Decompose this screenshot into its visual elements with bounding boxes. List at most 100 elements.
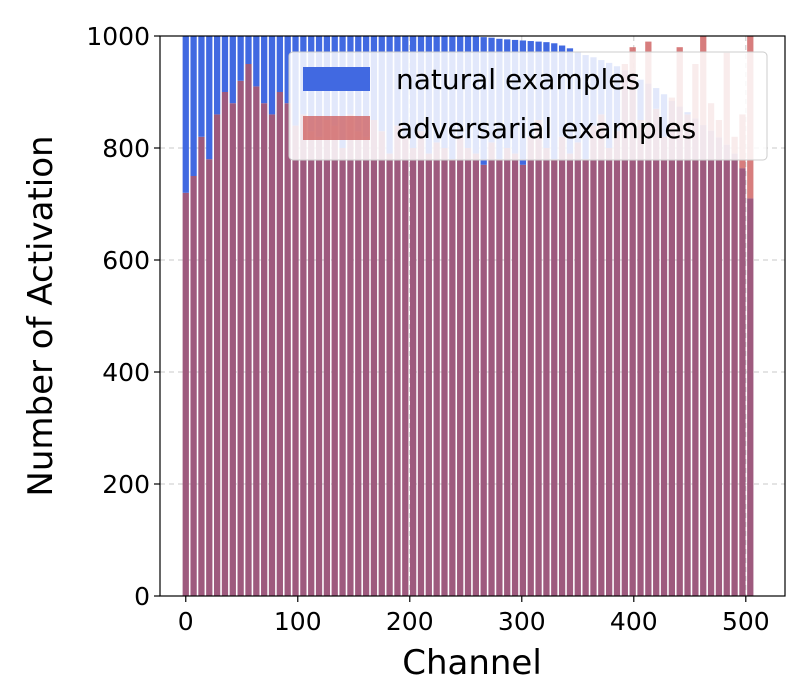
bar-overlap bbox=[668, 100, 676, 597]
bar-overlap bbox=[660, 136, 668, 597]
bar-overlap bbox=[566, 153, 574, 596]
x-tick-label: 400 bbox=[610, 607, 658, 636]
bar-overlap bbox=[292, 125, 299, 596]
bar-overlap bbox=[213, 114, 221, 597]
bar-overlap bbox=[190, 176, 197, 596]
bar-overlap bbox=[519, 164, 527, 597]
x-tick-label: 100 bbox=[274, 607, 322, 636]
bar-overlap bbox=[700, 125, 707, 596]
bar-overlap bbox=[582, 159, 589, 596]
bar-overlap bbox=[441, 148, 448, 596]
bar-overlap bbox=[613, 131, 621, 596]
bar-overlap bbox=[198, 136, 205, 597]
bar-overlap bbox=[535, 120, 542, 596]
bar-overlap bbox=[276, 92, 283, 596]
bar-natural bbox=[182, 36, 189, 193]
bar-natural bbox=[268, 36, 276, 115]
y-axis-title: Number of Activation bbox=[21, 135, 61, 496]
bar-overlap bbox=[182, 192, 189, 597]
bar-overlap bbox=[747, 198, 754, 596]
bar-natural bbox=[190, 36, 197, 176]
y-tick-label: 600 bbox=[102, 246, 150, 275]
bar-overlap bbox=[676, 106, 683, 596]
bar-overlap bbox=[402, 136, 409, 597]
bar-overlap bbox=[410, 148, 417, 596]
bar-overlap bbox=[268, 114, 276, 597]
bar-overlap bbox=[221, 92, 229, 596]
bar-overlap bbox=[590, 125, 597, 596]
x-tick-label: 300 bbox=[498, 607, 546, 636]
bar-overlap bbox=[339, 148, 346, 596]
bar-overlap bbox=[684, 114, 691, 597]
bar-overlap bbox=[472, 153, 479, 596]
bar-overlap bbox=[715, 137, 723, 597]
bar-overlap bbox=[378, 131, 385, 596]
bar-overlap bbox=[331, 125, 338, 596]
bar-overlap bbox=[629, 74, 636, 596]
bar-overlap bbox=[229, 103, 236, 596]
bar-overlap bbox=[347, 114, 354, 597]
bar-overlap bbox=[284, 103, 291, 596]
x-tick-label: 0 bbox=[178, 607, 194, 636]
bar-natural bbox=[206, 36, 213, 160]
bar-overlap bbox=[300, 114, 307, 597]
y-axis-ticks: 0 200 400 600 800 1000 bbox=[86, 22, 160, 611]
bar-overlap bbox=[488, 142, 495, 596]
bar-overlap bbox=[386, 153, 393, 596]
bar-overlap bbox=[370, 120, 378, 596]
bar-natural bbox=[221, 36, 229, 92]
bar-overlap bbox=[511, 153, 519, 596]
bar-overlap bbox=[237, 80, 244, 597]
plot-frame bbox=[159, 35, 786, 597]
bar-overlap bbox=[504, 148, 511, 596]
bar-natural bbox=[253, 36, 260, 87]
y-tick-label: 800 bbox=[102, 134, 150, 163]
bar-overlap bbox=[457, 136, 464, 597]
bar-overlap bbox=[323, 120, 331, 596]
bar-overlap bbox=[653, 108, 660, 597]
bar-overlap bbox=[449, 159, 456, 596]
y-tick-label: 400 bbox=[102, 358, 150, 387]
bar-natural bbox=[237, 36, 244, 81]
y-tick-label: 0 bbox=[134, 582, 150, 611]
bar-overlap bbox=[606, 148, 613, 596]
bar-overlap bbox=[433, 142, 440, 596]
bar-natural bbox=[261, 36, 268, 104]
y-tick-label: 200 bbox=[102, 470, 150, 499]
bar-overlap bbox=[551, 159, 558, 596]
x-tick-label: 200 bbox=[386, 607, 434, 636]
bar-overlap bbox=[417, 131, 425, 596]
legend-swatch-adversarial bbox=[303, 116, 370, 140]
bar-overlap bbox=[362, 136, 370, 597]
bar-overlap bbox=[245, 64, 252, 596]
bar-overlap bbox=[464, 148, 472, 596]
bar-overlap bbox=[261, 103, 268, 596]
bar-overlap bbox=[355, 131, 362, 596]
x-axis-ticks: 0 100 200 300 400 500 bbox=[178, 596, 770, 636]
bar-overlap bbox=[394, 125, 401, 596]
bar-overlap bbox=[598, 114, 605, 597]
legend-swatch-natural bbox=[303, 67, 370, 91]
bar-overlap bbox=[315, 136, 323, 597]
bar-overlap bbox=[558, 136, 566, 597]
bar-natural bbox=[198, 36, 205, 137]
bar-overlap bbox=[723, 144, 730, 596]
bar-overlap bbox=[253, 86, 260, 597]
y-tick-label: 1000 bbox=[86, 22, 150, 51]
bar-natural bbox=[284, 36, 291, 104]
bar-overlap bbox=[645, 83, 652, 597]
legend-label-adversarial: adversarial examples bbox=[396, 112, 696, 145]
bar-overlap bbox=[637, 120, 644, 596]
bar-natural bbox=[229, 36, 236, 104]
bar-overlap bbox=[425, 153, 432, 596]
bar-overlap bbox=[480, 164, 487, 597]
x-tick-label: 500 bbox=[722, 607, 770, 636]
bar-overlap bbox=[574, 142, 581, 596]
x-axis-title: Channel bbox=[402, 643, 542, 683]
bar-natural bbox=[276, 36, 283, 92]
bar-overlap bbox=[543, 148, 550, 596]
legend-box bbox=[288, 51, 768, 161]
legend-label-natural: natural examples bbox=[396, 63, 640, 96]
bar-overlap bbox=[739, 168, 746, 596]
